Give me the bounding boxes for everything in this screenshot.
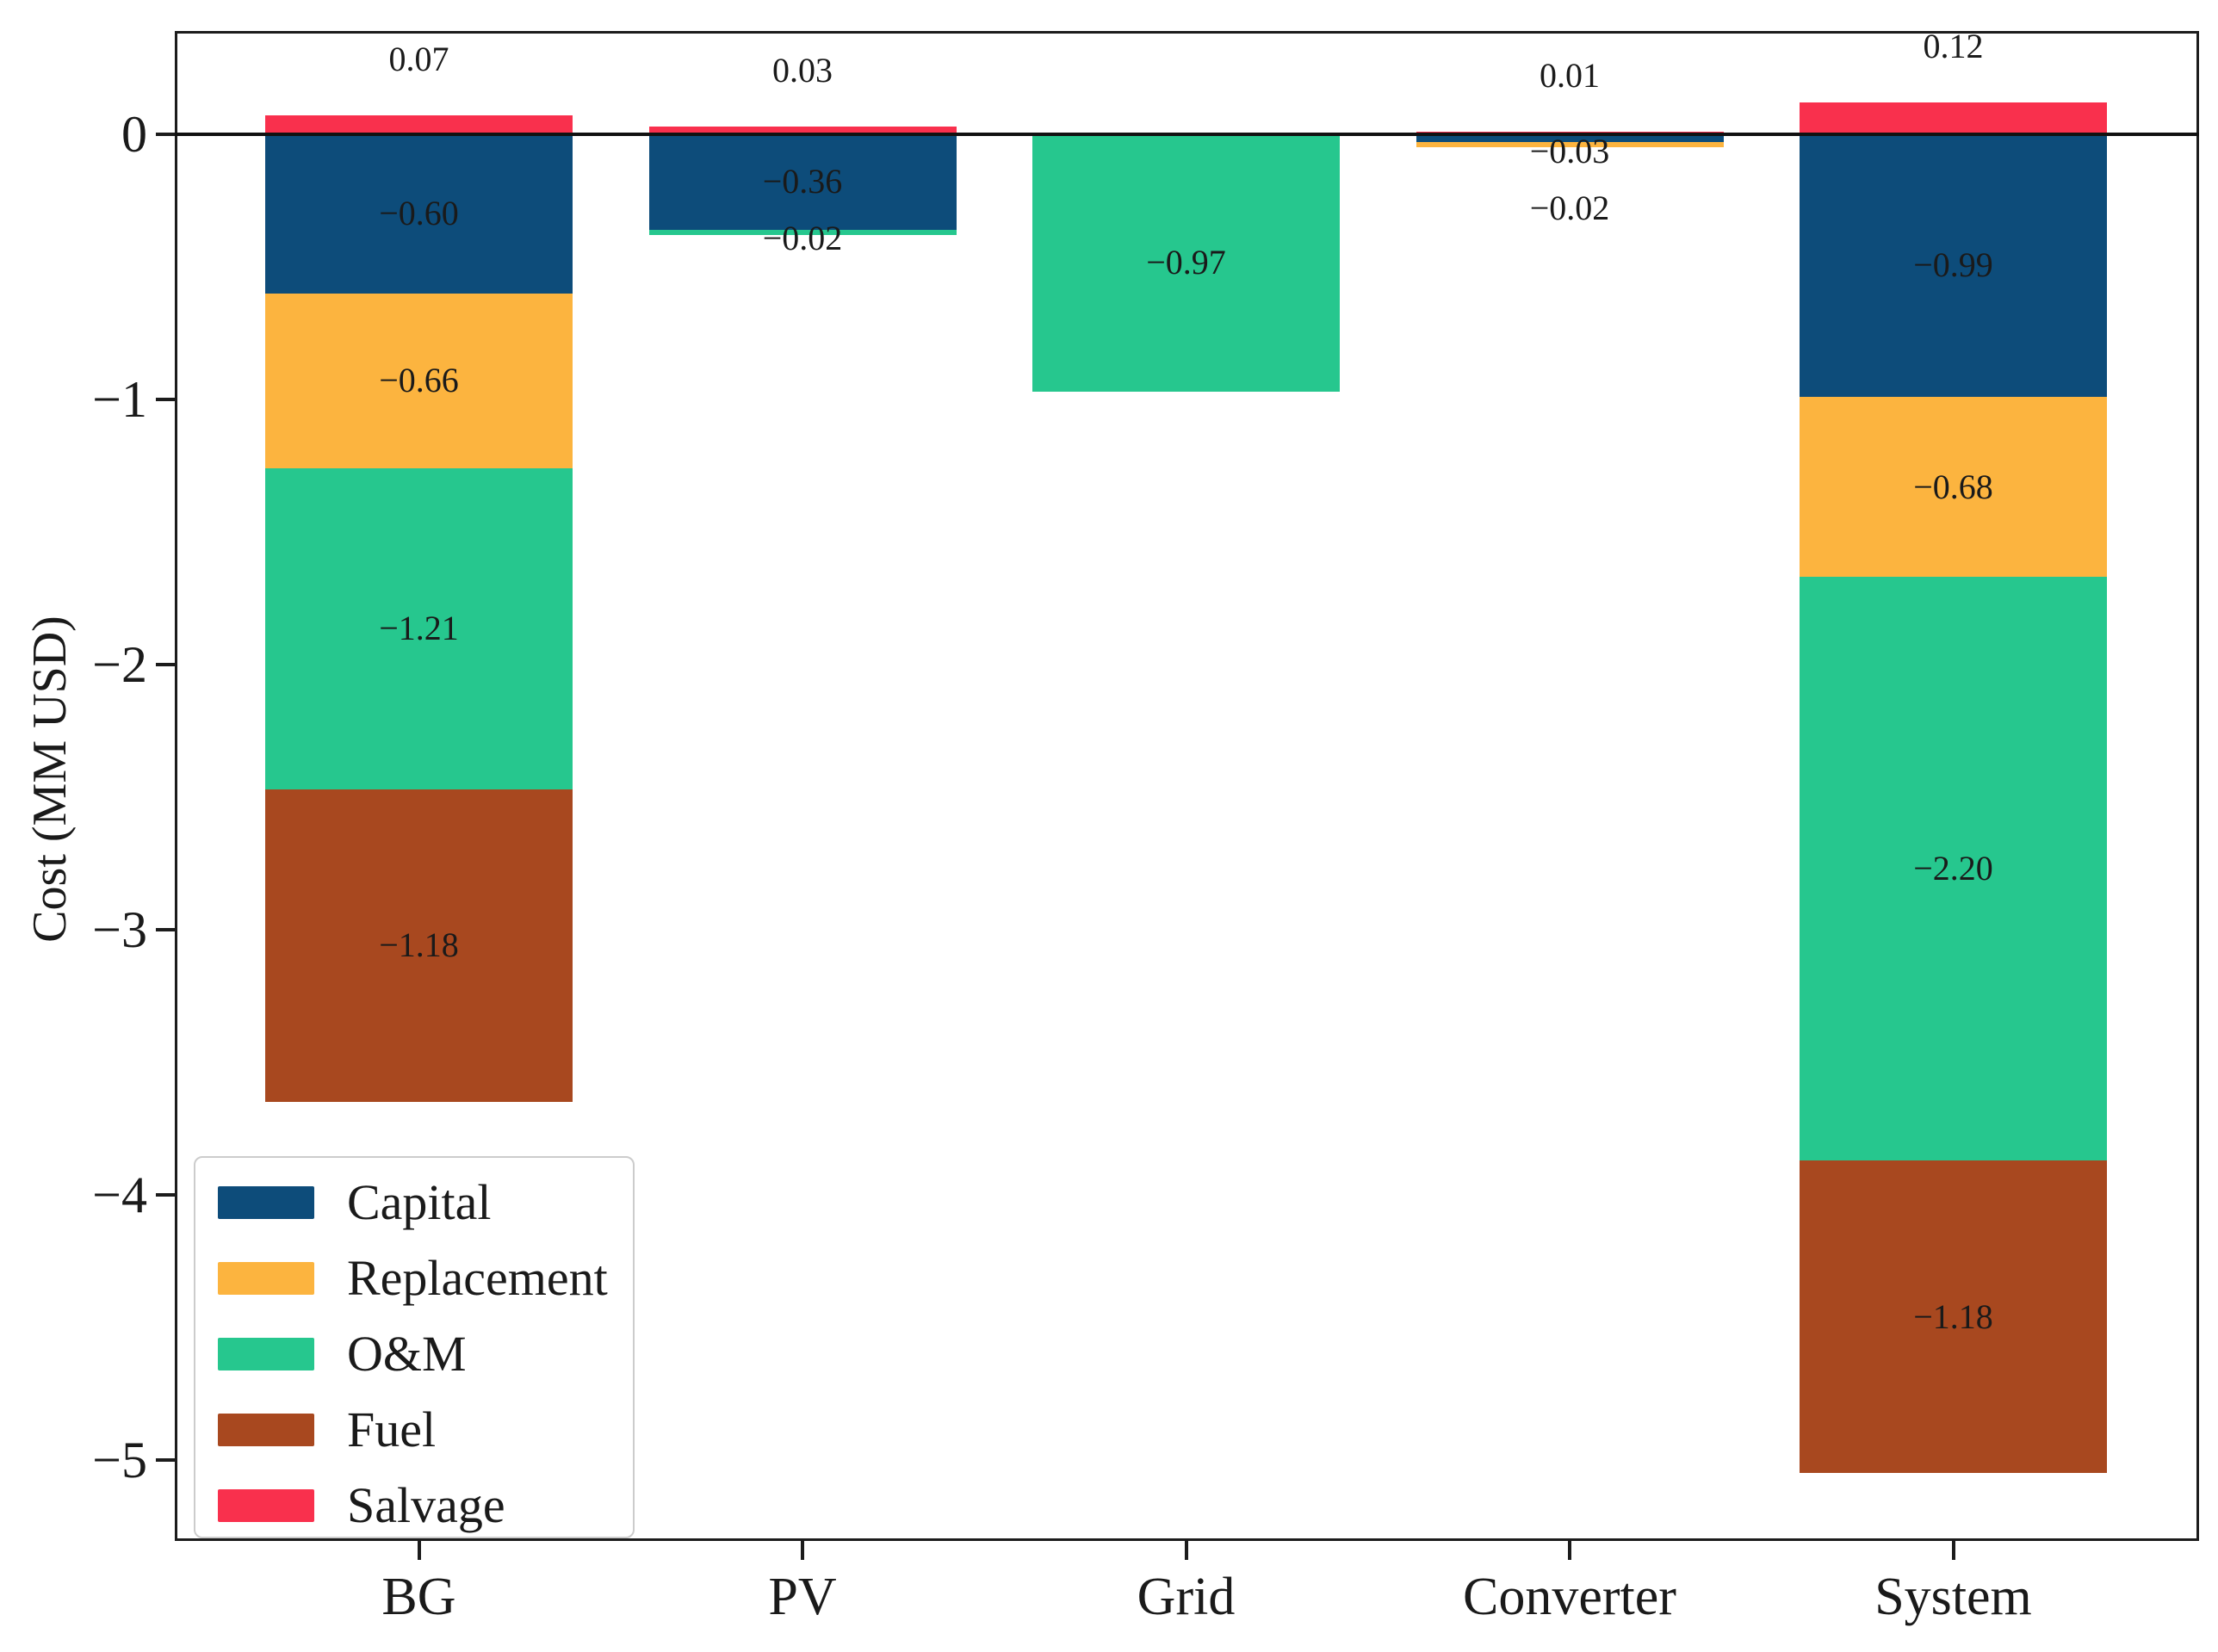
legend-item-replacement: Replacement	[195, 1241, 633, 1316]
y-tick-0	[156, 133, 175, 136]
legend-swatch-capital	[218, 1186, 314, 1219]
zero-axis-line	[175, 133, 2199, 136]
bar-segment-system-capital	[1800, 134, 2107, 397]
x-tick-label-bg: BG	[381, 1568, 456, 1626]
y-tick-label-0: 0	[121, 106, 147, 163]
bar-value-label-bg-−0.60: −0.60	[379, 194, 459, 233]
y-tick-−5	[156, 1458, 175, 1462]
bar-segment-bg-salvage	[265, 115, 573, 134]
legend-swatch-replacement	[218, 1262, 314, 1295]
legend-label-o-m: O&M	[347, 1326, 467, 1382]
bar-segment-bg-capital	[265, 134, 573, 294]
bar-value-label-converter-−0.03: −0.03	[1529, 132, 1610, 170]
y-tick-label-−1: −1	[92, 371, 147, 428]
y-tick-label-−4: −4	[92, 1166, 147, 1223]
bar-segment-bg-o-m	[265, 468, 573, 789]
x-tick-pv	[801, 1541, 804, 1560]
bar-value-label-system-−0.68: −0.68	[1913, 467, 1993, 506]
y-tick-−1	[156, 398, 175, 401]
legend-swatch-fuel	[218, 1414, 314, 1446]
bar-value-label-bg-−0.66: −0.66	[379, 361, 459, 400]
x-tick-grid	[1184, 1541, 1188, 1560]
legend: Capital Replacement O&M Fuel Salvage	[194, 1156, 635, 1538]
y-tick-label-−5: −5	[92, 1432, 147, 1488]
x-tick-label-grid: Grid	[1137, 1568, 1236, 1626]
x-tick-label-converter: Converter	[1463, 1568, 1676, 1626]
bar-segment-bg-replacement	[265, 293, 573, 469]
bar-value-label-bg-−1.21: −1.21	[379, 609, 459, 648]
bar-segment-grid-o-m	[1032, 134, 1340, 392]
y-tick-−3	[156, 928, 175, 931]
y-tick-label-−2: −2	[92, 636, 147, 693]
bar-value-label-grid-−0.97: −0.97	[1146, 243, 1226, 282]
x-tick-bg	[417, 1541, 421, 1560]
x-tick-label-pv: PV	[768, 1568, 837, 1626]
legend-item-o-m: O&M	[195, 1316, 633, 1392]
legend-swatch-salvage	[218, 1489, 314, 1522]
bar-value-label-system-−2.20: −2.20	[1913, 849, 1993, 888]
legend-item-salvage: Salvage	[195, 1468, 633, 1544]
bar-segment-system-salvage	[1800, 102, 2107, 134]
bar-value-label-pv-−0.36: −0.36	[762, 162, 843, 201]
legend-label-capital: Capital	[347, 1174, 492, 1230]
legend-label-salvage: Salvage	[347, 1477, 505, 1533]
bar-value-label-bg-−1.18: −1.18	[379, 925, 459, 965]
bar-value-label-bg-0.07: 0.07	[388, 40, 449, 79]
bar-segment-pv-capital	[648, 134, 957, 230]
bar-value-label-system-0.12: 0.12	[1923, 27, 1984, 66]
bar-segment-bg-fuel	[265, 789, 573, 1103]
x-tick-converter	[1568, 1541, 1571, 1560]
y-tick-−4	[156, 1193, 175, 1197]
bar-value-label-system-−0.99: −0.99	[1913, 245, 1993, 285]
y-tick-−2	[156, 663, 175, 666]
bar-value-label-converter-0.01: 0.01	[1540, 55, 1600, 95]
x-tick-system	[1951, 1541, 1955, 1560]
legend-item-capital: Capital	[195, 1165, 633, 1241]
bar-segment-system-o-m	[1800, 577, 2107, 1160]
bar-segment-system-replacement	[1800, 396, 2107, 578]
legend-swatch-o-m	[218, 1338, 314, 1370]
bar-segment-pv-o-m	[648, 229, 957, 236]
bar-value-label-converter-−0.02: −0.02	[1529, 189, 1610, 227]
legend-item-fuel: Fuel	[195, 1392, 633, 1468]
bar-segment-system-fuel	[1800, 1160, 2107, 1474]
legend-label-replacement: Replacement	[347, 1250, 608, 1306]
bar-segment-pv-salvage	[648, 126, 957, 134]
bar-segment-converter-capital	[1416, 134, 1724, 143]
bar-value-label-pv-−0.02: −0.02	[762, 219, 843, 258]
bar-value-label-pv-0.03: 0.03	[772, 50, 833, 90]
x-tick-label-system: System	[1874, 1568, 2032, 1626]
legend-label-fuel: Fuel	[347, 1401, 437, 1457]
bar-segment-converter-replacement	[1416, 142, 1724, 148]
y-tick-label-−3: −3	[92, 901, 147, 958]
bar-value-label-system-−1.18: −1.18	[1913, 1296, 1993, 1336]
